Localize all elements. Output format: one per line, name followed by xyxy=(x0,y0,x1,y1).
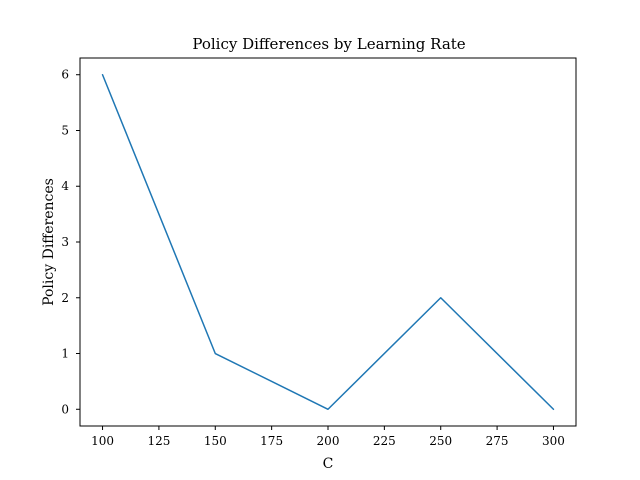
y-tick-label: 6 xyxy=(61,68,69,82)
y-tick-label: 2 xyxy=(61,291,69,305)
y-axis: 0 1 2 3 4 5 6 xyxy=(61,68,80,416)
y-tick-label: 5 xyxy=(61,123,69,137)
chart-title: Policy Differences by Learning Rate xyxy=(192,35,465,53)
x-tick-label: 125 xyxy=(147,434,170,448)
x-tick-label: 300 xyxy=(542,434,565,448)
x-tick-label: 250 xyxy=(429,434,452,448)
y-tick-label: 4 xyxy=(61,179,69,193)
x-tick-label: 275 xyxy=(486,434,509,448)
plot-area: 100 125 150 175 200 225 250 275 300 0 1 2 3 4 5 6 xyxy=(61,57,577,448)
y-tick-label: 0 xyxy=(61,402,69,416)
series-group xyxy=(101,73,555,411)
x-tick-label: 100 xyxy=(91,434,114,448)
y-tick-label: 1 xyxy=(61,347,69,361)
x-tick-label: 225 xyxy=(373,434,396,448)
plot-frame xyxy=(79,57,577,427)
y-tick-label: 3 xyxy=(61,235,69,249)
series-line xyxy=(101,73,555,411)
x-axis-label: C xyxy=(323,456,334,472)
y-axis-label: Policy Differences xyxy=(41,178,57,306)
x-tick-label: 200 xyxy=(317,434,340,448)
x-tick-label: 175 xyxy=(260,434,283,448)
x-axis: 100 125 150 175 200 225 250 275 300 xyxy=(91,426,565,448)
x-tick-label: 150 xyxy=(204,434,227,448)
